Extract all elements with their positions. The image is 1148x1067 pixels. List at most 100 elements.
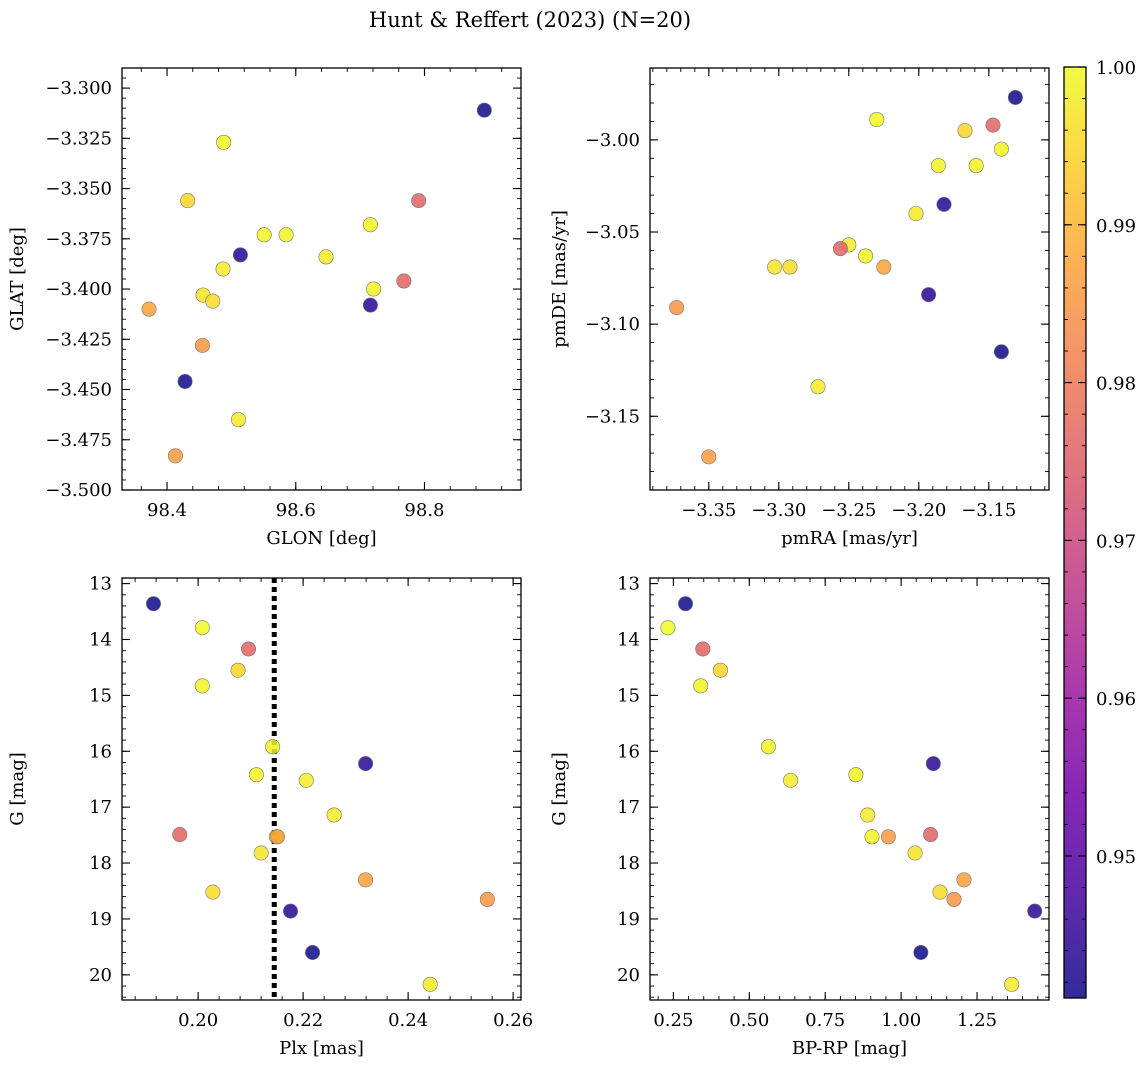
axes-frame bbox=[649, 577, 1050, 1001]
x-tick-label: −3.20 bbox=[891, 500, 946, 521]
x-tick-label: 98.6 bbox=[276, 500, 316, 521]
y-axis-label: G [mag] bbox=[7, 752, 28, 825]
scatter-point bbox=[205, 884, 221, 900]
scatter-point bbox=[172, 827, 188, 843]
scatter-point bbox=[411, 193, 427, 209]
scatter-point bbox=[298, 772, 314, 788]
scatter-point bbox=[913, 944, 929, 960]
y-tick-label: 20 bbox=[617, 965, 640, 986]
scatter-point bbox=[993, 141, 1009, 157]
panel-bprp-g: 0.25 0.50 0.75 1.00 1.25 13 14 15 16 17 18 19 20 BP-R… bbox=[549, 574, 1050, 1059]
scatter-point bbox=[215, 261, 231, 277]
scatter-point bbox=[864, 829, 880, 845]
colorbar-tick-label: 1.00 bbox=[1096, 58, 1136, 79]
x-tick-label: −3.15 bbox=[961, 500, 1016, 521]
scatter-point bbox=[230, 662, 246, 678]
scatter-point bbox=[923, 827, 939, 843]
scatter-point bbox=[146, 596, 162, 612]
colorbar-frame bbox=[1063, 66, 1087, 999]
scatter-point bbox=[230, 412, 246, 428]
scatter-point bbox=[810, 379, 826, 395]
scatter-point bbox=[858, 248, 874, 264]
scatter-point bbox=[318, 249, 334, 265]
y-tick-label: −3.300 bbox=[45, 78, 112, 99]
scatter-point bbox=[358, 756, 374, 772]
y-tick-label: −3.375 bbox=[45, 229, 112, 250]
y-tick-label: 19 bbox=[617, 909, 640, 930]
y-tick-label: −3.10 bbox=[585, 314, 640, 335]
y-tick-label: −3.500 bbox=[45, 480, 112, 501]
y-tick-label: −3.350 bbox=[45, 179, 112, 200]
colorbar: 0.95 0.96 0.97 0.98 0.99 1.00 bbox=[1063, 58, 1136, 999]
scatter-point bbox=[767, 259, 783, 275]
scatter-point bbox=[932, 884, 948, 900]
x-tick-label: 98.4 bbox=[147, 500, 187, 521]
scatter-point bbox=[194, 620, 210, 636]
x-tick-label: 98.8 bbox=[404, 500, 444, 521]
y-tick-label: −3.475 bbox=[45, 430, 112, 451]
y-tick-label: 17 bbox=[617, 797, 640, 818]
panel-pmra-pmde: −3.35 −3.30 −3.25 −3.20 −3.15 −3.15 −3.10 −3.05… bbox=[549, 67, 1050, 549]
scatter-point bbox=[177, 373, 193, 389]
scatter-point bbox=[362, 217, 378, 233]
x-tick-label: 0.22 bbox=[283, 1010, 323, 1031]
y-tick-label: −3.325 bbox=[45, 128, 112, 149]
y-tick-label: −3.450 bbox=[45, 380, 112, 401]
scatter-point bbox=[1027, 903, 1043, 919]
scatter-point bbox=[278, 227, 294, 243]
scatter-point bbox=[968, 158, 984, 174]
y-tick-label: 15 bbox=[89, 685, 112, 706]
scatter-point bbox=[921, 287, 937, 303]
x-axis-label: pmRA [mas/yr] bbox=[781, 528, 918, 549]
scatter-point bbox=[712, 662, 728, 678]
colorbar-tick-label: 0.97 bbox=[1096, 531, 1136, 552]
y-tick-label: −3.00 bbox=[585, 130, 640, 151]
scatter-point bbox=[1004, 976, 1020, 992]
y-tick-label: 16 bbox=[89, 741, 112, 762]
x-tick-label: 0.20 bbox=[178, 1010, 218, 1031]
scatter-point bbox=[880, 829, 896, 845]
scatter-point bbox=[848, 767, 864, 783]
scatter-point bbox=[695, 641, 711, 657]
axes-frame bbox=[121, 577, 522, 1001]
y-tick-label: 13 bbox=[89, 574, 112, 595]
scatter-point bbox=[669, 300, 685, 316]
scatter-point bbox=[930, 158, 946, 174]
scatter-point bbox=[269, 829, 285, 845]
scatter-point bbox=[362, 297, 378, 313]
scatter-point bbox=[869, 112, 885, 128]
axes-frame bbox=[649, 67, 1050, 491]
y-tick-label: 14 bbox=[89, 629, 112, 650]
scatter-point bbox=[241, 641, 257, 657]
scatter-point bbox=[216, 134, 232, 150]
scatter-point bbox=[876, 259, 892, 275]
scatter-point bbox=[167, 448, 183, 464]
x-tick-label: −3.30 bbox=[751, 500, 806, 521]
panel-plx-g: 0.20 0.22 0.24 0.26 13 14 15 16 17 18 19 20 Plx [mas… bbox=[7, 574, 533, 1059]
x-tick-label: 1.25 bbox=[957, 1010, 997, 1031]
scatter-point bbox=[476, 102, 492, 118]
scatter-point bbox=[908, 206, 924, 222]
y-axis-label: pmDE [mas/yr] bbox=[549, 210, 570, 348]
scatter-point bbox=[701, 449, 717, 465]
scatter-point bbox=[993, 344, 1009, 360]
scatter-point bbox=[366, 281, 382, 297]
x-tick-label: −3.25 bbox=[821, 500, 876, 521]
scatter-point bbox=[396, 273, 412, 289]
y-tick-label: 14 bbox=[617, 629, 640, 650]
scatter-point bbox=[946, 891, 962, 907]
scatter-point bbox=[956, 872, 972, 888]
y-tick-label: 19 bbox=[89, 909, 112, 930]
scatter-point bbox=[256, 227, 272, 243]
scatter-point bbox=[782, 259, 798, 275]
y-tick-label: −3.15 bbox=[585, 406, 640, 427]
scatter-point bbox=[907, 845, 923, 861]
y-tick-label: 20 bbox=[89, 965, 112, 986]
scatter-point bbox=[660, 620, 676, 636]
y-tick-label: 18 bbox=[617, 853, 640, 874]
x-axis-label: GLON [deg] bbox=[266, 528, 376, 549]
scatter-point bbox=[194, 337, 210, 353]
scatter-point bbox=[265, 739, 281, 755]
y-tick-label: 17 bbox=[89, 797, 112, 818]
